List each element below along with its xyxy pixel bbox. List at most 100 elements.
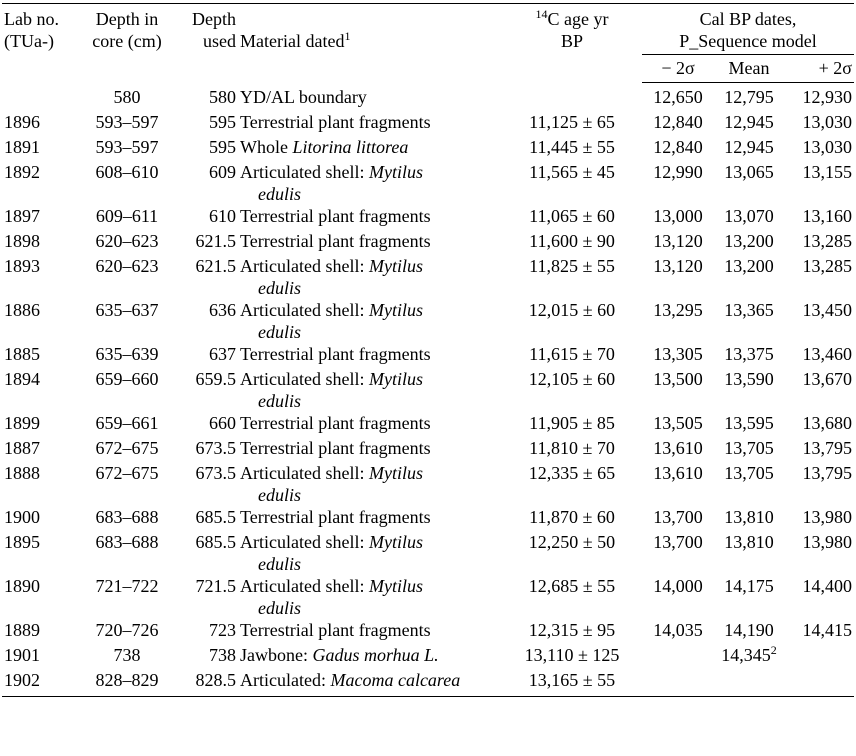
material-text: Whole [240,137,293,157]
cell-plus-2-sigma [784,669,854,697]
cell-lab-no: 1888 [4,463,40,483]
material-taxon-line2: edulis [258,391,301,411]
cell-lab-no: 1893 [4,256,40,276]
table-body: 580 580 YD/AL boundary 12,650 12,795 12,930 18… [2,83,854,697]
cell-depth-in-core: 683–688 [95,507,159,527]
material-taxon: Mytilus [368,162,423,182]
material-taxon-line2: edulis [258,598,301,618]
cell-material-dated: Articulated shell: Mytilus edulis [238,161,502,205]
table-row: 1891 593–597 595 Whole Litorina littorea 11,… [2,136,854,161]
cell-c14-age: 11,065 ± 60 [529,206,615,226]
cell-minus-2-sigma: 13,610 [653,438,703,458]
table-row: 1893 620–623 621.5 Articulated shell: Mytil… [2,255,854,299]
cell-mean: 14,190 [724,620,774,640]
cell-c14-age: 12,105 ± 60 [528,369,616,389]
material-taxon-line2: edulis [258,278,301,298]
cell-lab-no: 1889 [4,620,40,640]
cell-material-dated: Articulated shell: Mytilus edulis [238,299,502,343]
material-text: Terrestrial plant fragments [240,507,431,527]
cell-lab-no: 1890 [4,576,40,596]
cell-minus-2-sigma: 13,500 [653,369,703,389]
cell-minus-2-sigma: 12,650 [653,87,703,107]
cell-material-dated: Whole Litorina littorea [238,136,502,161]
header-plus-2-sigma: + 2σ [784,54,854,83]
cell-minus-2-sigma: 13,700 [653,532,703,552]
cell-lab-no [2,83,80,112]
cell-mean: 12,795 [724,87,774,107]
cell-depth-in-core: 593–597 [95,112,159,132]
table-row: 1899 659–661 660 Terrestrial plant fragment… [2,412,854,437]
cell-depth-used: 636 [209,300,236,320]
cell-mean: 14,3452 [721,643,777,665]
cell-plus-2-sigma: 14,415 [802,620,853,640]
table-row: 1900 683–688 685.5 Terrestrial plant fragme… [2,506,854,531]
cell-c14-age: 11,825 ± 55 [529,256,615,276]
cell-material-dated: Articulated shell: Mytilus edulis [238,368,502,412]
cell-lab-no: 1899 [4,413,40,433]
material-text: Articulated shell: [240,463,369,483]
cell-material-dated: Terrestrial plant fragments [238,412,502,437]
cell-lab-no: 1885 [4,344,40,364]
cell-plus-2-sigma: 13,450 [802,300,853,320]
material-taxon-line2: edulis [258,322,301,342]
cell-depth-in-core: 635–639 [95,344,159,364]
cell-mean: 13,595 [724,413,774,433]
table-row: 1895 683–688 685.5 Articulated shell: Mytil… [2,531,854,575]
cell-material-dated: Articulated shell: Mytilus edulis [238,575,502,619]
cell-material-dated: Articulated shell: Mytilus edulis [238,531,502,575]
header-lab-no: Lab no. (TUa-) [2,3,80,83]
cell-mean [714,669,784,697]
cell-depth-used: 595 [209,112,236,132]
material-taxon: Mytilus [368,576,423,596]
cell-material-dated: Jawbone: Gadus morhua L. [238,644,502,669]
cell-material-dated: Terrestrial plant fragments [238,230,502,255]
cell-lab-no: 1902 [2,669,80,697]
cell-plus-2-sigma: 12,930 [802,87,853,107]
cell-c14-age: 13,165 ± 55 [502,669,642,697]
cell-minus-2-sigma: 13,120 [653,231,703,251]
header-c14-age: 14C age yr BP [502,3,642,83]
cell-mean: 13,065 [724,162,774,182]
cell-material-dated: Terrestrial plant fragments [238,437,502,462]
cell-plus-2-sigma: 13,980 [802,532,853,552]
cell-depth-in-core: 608–610 [95,162,159,182]
cell-mean: 13,375 [724,344,774,364]
cell-minus-2-sigma: 12,840 [653,137,703,157]
cell-lab-no: 1896 [4,112,40,132]
table-row: 1889 720–726 723 Terrestrial plant fragment… [2,619,854,644]
header-cal-bp-dates: Cal BP dates, P_Sequence model [642,3,854,55]
cell-depth-used: 738 [209,645,236,665]
cell-depth-in-core: 659–660 [95,369,159,389]
cell-lab-no: 1895 [4,532,40,552]
cell-mean: 13,810 [724,507,774,527]
cell-depth-in-core: 620–623 [95,256,159,276]
cell-lab-no: 1898 [4,231,40,251]
cell-material-dated: Terrestrial plant fragments [238,205,502,230]
cell-plus-2-sigma: 13,795 [802,463,853,483]
cell-material-dated: Terrestrial plant fragments [238,619,502,644]
cell-depth-used: 685.5 [195,532,237,552]
cell-lab-no: 1897 [4,206,40,226]
material-taxon-line2: edulis [258,554,301,574]
cell-c14-age [502,83,642,112]
cell-mean: 13,200 [724,256,774,276]
cell-lab-no: 1892 [4,162,40,182]
cell-minus-2-sigma: 14,035 [653,620,703,640]
cell-depth-used: 580 [209,86,236,107]
mean-footnote: 2 [770,643,777,657]
cell-plus-2-sigma: 13,680 [802,413,853,433]
table-row: 1902 828–829 828.5 Articulated: Macoma calc… [2,669,854,697]
cell-depth-in-core: 620–623 [95,231,159,251]
cell-c14-age: 11,445 ± 55 [529,137,615,157]
cell-depth-in-core: 683–688 [95,532,159,552]
table-row: 1888 672–675 673.5 Articulated shell: Mytil… [2,462,854,506]
cell-minus-2-sigma: 13,700 [653,507,703,527]
table-row: 1887 672–675 673.5 Terrestrial plant fragme… [2,437,854,462]
cell-minus-2-sigma [642,644,714,669]
material-taxon: Mytilus [368,300,423,320]
table-header: Lab no. (TUa-) Depth in core (cm) Depth … [2,3,854,83]
cell-mean: 13,705 [724,463,774,483]
material-text: Articulated shell: [240,300,369,320]
table-row: 1898 620–623 621.5 Terrestrial plant fragme… [2,230,854,255]
cell-material-dated: Articulated shell: Mytilus edulis [238,462,502,506]
